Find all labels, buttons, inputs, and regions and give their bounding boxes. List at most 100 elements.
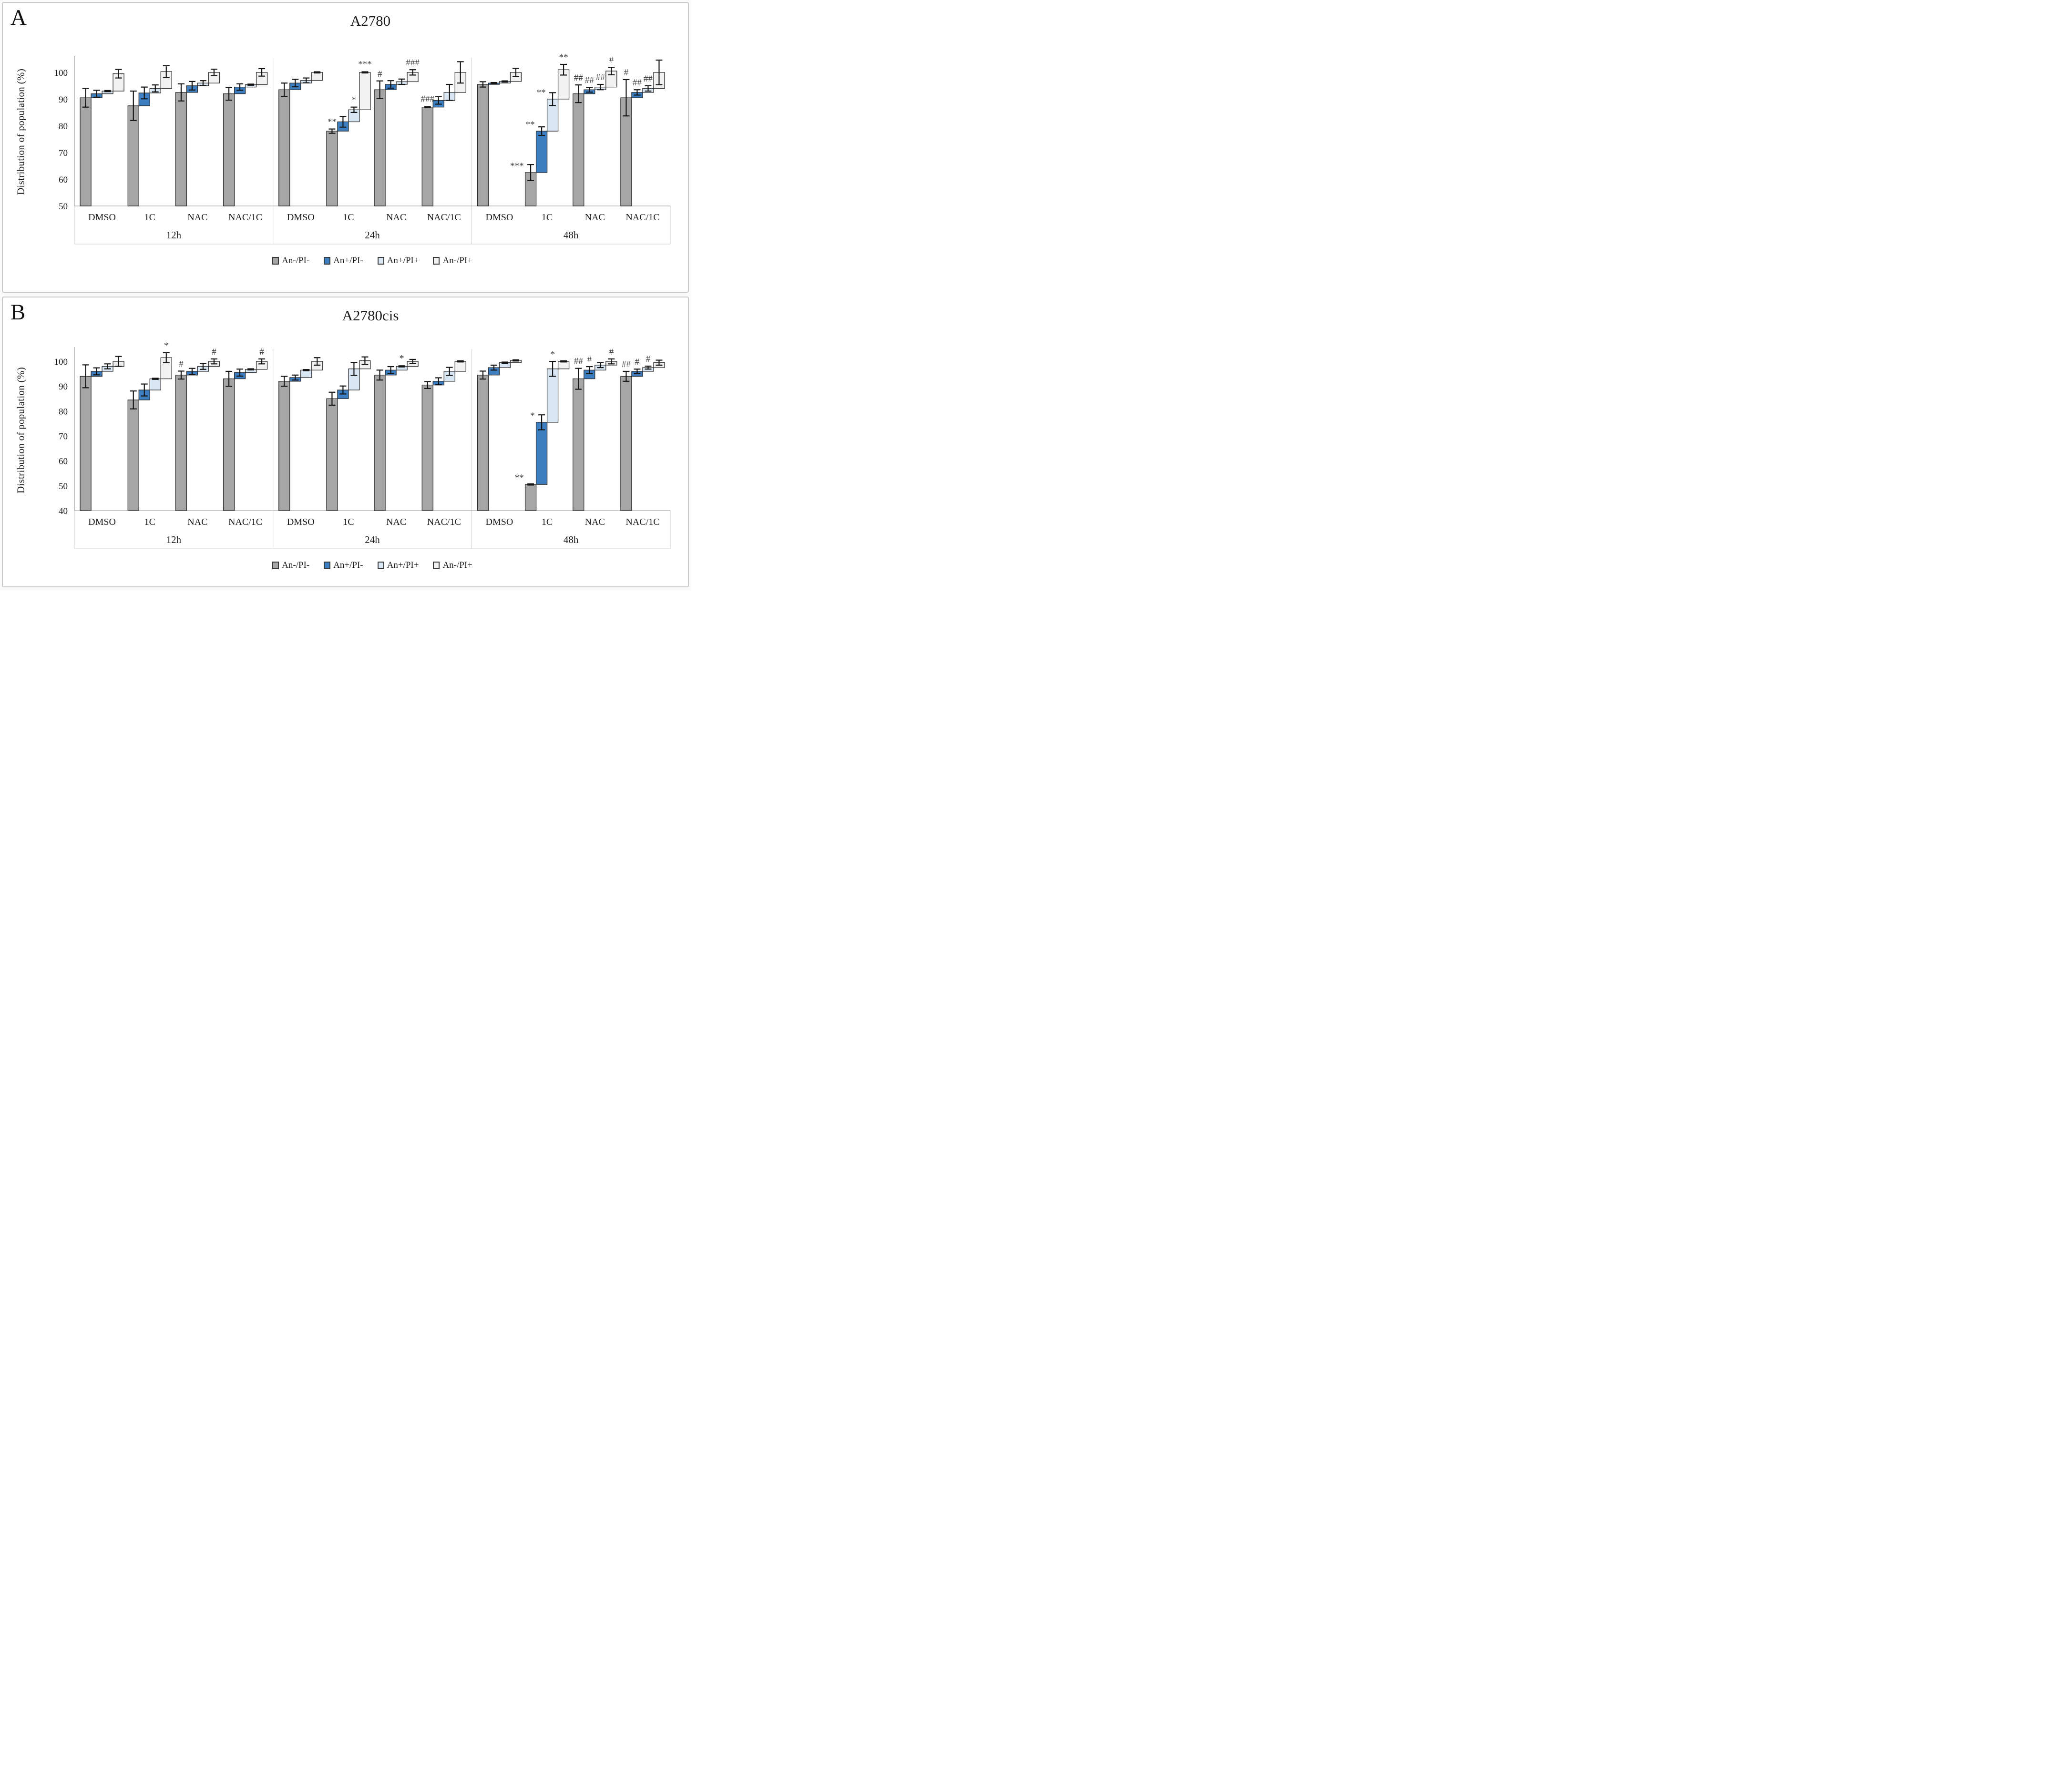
error-marker <box>490 82 497 84</box>
panel-b: 100 90 80 70 60 50 40 DMSO * 1C # # NAC # NAC/1C DMSO 1C… <box>2 297 689 587</box>
significance-annotation: ** <box>537 88 546 98</box>
bar-segment-An-/PI- <box>421 384 433 511</box>
bar-segment-An-/PI+ <box>311 72 323 81</box>
significance-annotation: * <box>530 411 535 421</box>
treatment-label: NAC/1C <box>427 517 461 527</box>
error-marker <box>247 83 255 86</box>
y-tick-label: 80 <box>59 407 68 417</box>
treatment-label: DMSO <box>287 517 315 527</box>
significance-annotation: # <box>378 69 382 79</box>
significance-annotation: # <box>646 354 651 364</box>
bar-segment-An-/PI- <box>477 375 489 511</box>
treatment-label: NAC/1C <box>626 212 659 223</box>
legend-label-2: An+/PI+ <box>387 560 419 570</box>
treatment-label: NAC/1C <box>228 517 262 527</box>
treatment-label: 1C <box>144 517 155 527</box>
legend-swatch-2 <box>377 257 384 265</box>
legend-a: An-/PI- An+/PI- An+/PI+ An-/PI+ <box>74 256 670 266</box>
y-tick-label: 50 <box>59 481 68 492</box>
treatment-label: DMSO <box>88 517 116 527</box>
treatment-label: DMSO <box>88 212 116 223</box>
error-marker <box>303 369 310 371</box>
panel-title-a: A2780 <box>350 12 391 29</box>
significance-annotation: ** <box>328 117 337 127</box>
error-marker <box>152 378 159 380</box>
legend-swatch-3 <box>433 257 440 265</box>
legend-item-1: An+/PI- <box>324 560 363 571</box>
bar-segment-An+/PI- <box>535 131 548 173</box>
significance-annotation: * <box>164 341 169 351</box>
significance-annotation: ** <box>526 120 535 130</box>
significance-annotation: ### <box>421 94 435 104</box>
bar-segment-An-/PI- <box>278 89 290 206</box>
legend-swatch-1 <box>324 562 331 569</box>
bar-segment-An-/PI- <box>80 97 92 206</box>
significance-annotation: ** <box>515 473 524 483</box>
treatment-label: NAC <box>386 212 406 223</box>
bar-segment-An-/PI- <box>374 89 386 206</box>
treatment-label: DMSO <box>486 212 513 223</box>
significance-annotation: ## <box>633 78 642 88</box>
error-marker <box>527 483 534 486</box>
y-tick-label: 60 <box>59 175 68 185</box>
plot-area-b: 100 90 80 70 60 50 40 DMSO * 1C # # NAC # NAC/1C DMSO 1C… <box>3 297 688 586</box>
legend-label-1: An+/PI- <box>333 256 363 266</box>
y-tick-label: 60 <box>59 457 68 467</box>
time-group-label: 48h <box>564 229 579 241</box>
panel-letter-b: B <box>10 300 26 325</box>
legend-item-3: An-/PI+ <box>433 560 472 571</box>
significance-annotation: # <box>624 68 629 78</box>
figure: 100 90 80 70 60 50 DMSO 1C NAC NAC/1C DMSO ** * *** 1C… <box>0 0 691 591</box>
error-marker <box>560 360 567 363</box>
legend-swatch-0 <box>272 562 279 569</box>
error-marker <box>361 71 369 74</box>
legend-label-1: An+/PI- <box>333 560 363 570</box>
treatment-label: 1C <box>542 517 553 527</box>
significance-annotation: # <box>212 347 216 357</box>
significance-annotation: ## <box>644 74 653 84</box>
bar-segment-An-/PI- <box>223 93 235 206</box>
y-tick-label: 100 <box>54 68 68 78</box>
bar-segment-An-/PI+ <box>359 72 371 110</box>
treatment-label: NAC <box>386 517 406 527</box>
significance-annotation: # <box>635 357 640 367</box>
bar-segment-An-/PI- <box>573 378 585 511</box>
significance-annotation: *** <box>358 60 372 70</box>
y-tick-label: 100 <box>54 357 68 367</box>
legend-swatch-0 <box>272 257 279 265</box>
significance-annotation: ** <box>559 52 568 62</box>
significance-annotation: # <box>609 347 614 357</box>
treatment-label: NAC/1C <box>427 212 461 223</box>
time-group-label: 12h <box>166 534 182 545</box>
bar-segment-An-/PI- <box>175 92 187 206</box>
error-marker <box>314 71 321 74</box>
significance-annotation: # <box>609 55 614 65</box>
error-marker <box>104 90 111 92</box>
y-axis-label-a: Distribution of population (%) <box>15 68 27 195</box>
legend-item-3: An-/PI+ <box>433 256 472 266</box>
error-marker <box>501 80 508 83</box>
bar-segment-An+/PI+ <box>546 369 559 423</box>
bar-segment-An-/PI+ <box>454 361 466 372</box>
significance-annotation: # <box>587 355 592 365</box>
bar-segment-An+/PI+ <box>149 378 161 390</box>
bar-segment-An-/PI- <box>127 399 139 511</box>
significance-annotation: ## <box>574 73 584 83</box>
bar-segment-An-/PI- <box>326 131 338 206</box>
legend-swatch-1 <box>324 257 331 265</box>
bar-segment-An-/PI- <box>374 375 386 511</box>
error-marker <box>501 361 508 364</box>
bar-segment-An+/PI+ <box>300 369 312 378</box>
treatment-label: DMSO <box>287 212 315 223</box>
treatment-label: NAC <box>187 517 207 527</box>
y-axis-label-b: Distribution of population (%) <box>15 367 27 494</box>
legend-item-1: An+/PI- <box>324 256 363 266</box>
bar-segment-An-/PI+ <box>557 361 570 369</box>
treatment-label: 1C <box>144 212 155 223</box>
panel-title-b: A2780cis <box>342 307 399 324</box>
time-group-label: 24h <box>365 229 380 241</box>
bar-segment-An-/PI- <box>477 84 489 206</box>
legend-label-2: An+/PI+ <box>387 256 419 266</box>
